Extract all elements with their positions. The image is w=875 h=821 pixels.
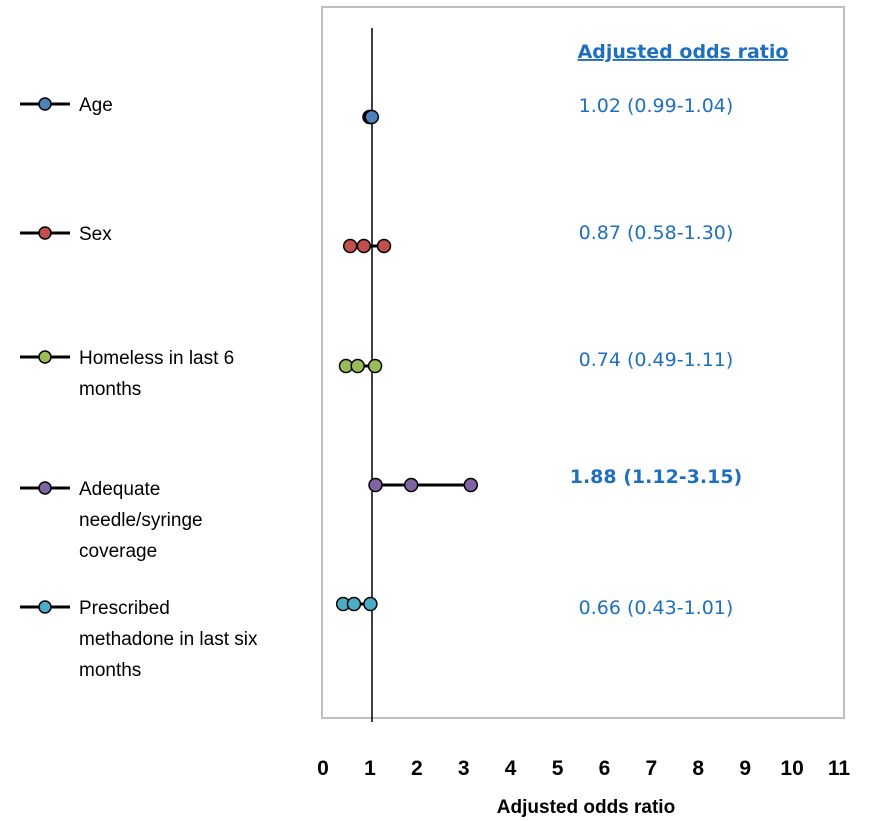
ci-upper-point (376, 238, 392, 254)
legend-label: Sex (79, 224, 112, 245)
or-value-label: 0.66 (0.43-1.01) (579, 597, 734, 619)
plot-frame (321, 6, 845, 719)
legend-label: Age (79, 95, 113, 116)
x-tick-label: 11 (828, 757, 851, 780)
legend-marker (38, 600, 52, 614)
legend-label: needle/syringe (79, 510, 203, 531)
ci-estimate-point (346, 596, 362, 612)
or-column-header: Adjusted odds ratio (578, 41, 789, 63)
legend-label: Homeless in last 6 (79, 348, 234, 369)
ci-estimate-point (403, 477, 419, 493)
legend: Age Sex Homeless in last 6 months Adequate ne… (20, 95, 258, 681)
legend-marker (38, 350, 52, 364)
or-value-label: 1.88 (1.12-3.15) (570, 466, 743, 488)
x-tick-label: 6 (599, 757, 611, 780)
legend-label: coverage (79, 541, 157, 562)
or-value-label: 1.02 (0.99-1.04) (579, 95, 734, 117)
x-axis-title: Adjusted odds ratio (497, 797, 675, 818)
legend-marker (38, 97, 52, 111)
x-axis-tick-labels: 0 1 2 3 4 5 6 7 8 9 10 11 (317, 757, 850, 780)
x-tick-label: 4 (505, 757, 517, 780)
legend-label: methadone in last six (79, 629, 258, 650)
ci-estimate-point (356, 238, 372, 254)
ci-lower-point (342, 238, 358, 254)
ci-estimate-point (350, 358, 365, 374)
legend-label: months (79, 379, 141, 400)
ci-upper-point (367, 358, 383, 374)
x-tick-label: 3 (458, 757, 470, 780)
x-tick-label: 5 (552, 757, 564, 780)
x-tick-label: 0 (317, 757, 329, 780)
x-tick-label: 8 (692, 757, 704, 780)
legend-label: months (79, 660, 141, 681)
ci-lower-point (368, 477, 383, 493)
or-value-label: 0.74 (0.49-1.11) (579, 349, 734, 371)
ci-upper-point (364, 109, 380, 125)
x-tick-label: 2 (411, 757, 423, 780)
x-tick-label: 9 (739, 757, 751, 780)
ci-upper-point (463, 477, 479, 493)
or-values: 1.02 (0.99-1.04) 0.87 (0.58-1.30) 0.74 (0.… (570, 95, 743, 619)
legend-label: Adequate (79, 479, 160, 500)
x-tick-label: 10 (780, 757, 803, 780)
ci-upper-point (363, 596, 378, 612)
legend-label: Prescribed (79, 598, 170, 619)
x-tick-label: 7 (646, 757, 658, 780)
or-value-label: 0.87 (0.58-1.30) (579, 222, 734, 244)
x-tick-label: 1 (364, 757, 376, 780)
legend-marker (38, 226, 52, 240)
series-marks (335, 109, 479, 612)
legend-marker (38, 481, 52, 495)
